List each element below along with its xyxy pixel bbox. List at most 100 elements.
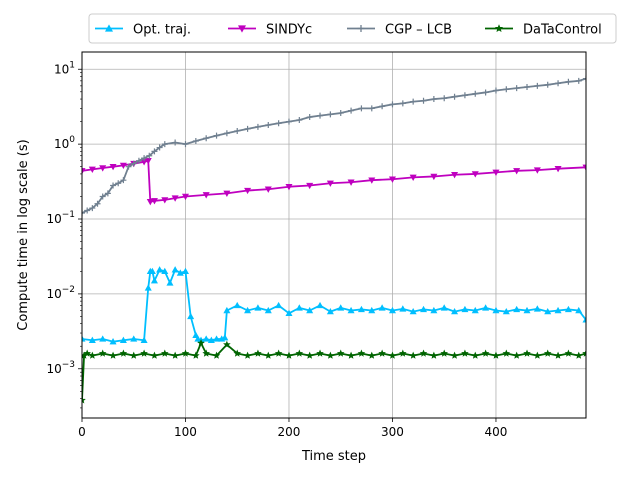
data-point <box>513 168 521 175</box>
data-point <box>197 339 205 347</box>
data-point <box>388 176 396 183</box>
data-point <box>481 349 490 357</box>
y-tick-exponent: −1 <box>62 210 75 220</box>
data-point <box>89 205 96 212</box>
y-tick-exponent: −3 <box>62 360 75 370</box>
data-point <box>161 197 169 204</box>
data-point <box>543 349 552 357</box>
data-point <box>409 174 417 181</box>
data-point <box>265 122 272 129</box>
y-axis-label: Compute time in log scale (s) <box>16 139 31 330</box>
data-point <box>243 351 252 359</box>
data-point <box>306 114 313 121</box>
data-point <box>141 155 148 162</box>
data-point <box>254 123 261 130</box>
data-point <box>82 396 86 404</box>
series-0 <box>82 266 586 345</box>
data-point <box>513 305 521 313</box>
data-point <box>326 351 335 359</box>
data-point <box>471 351 480 359</box>
data-point <box>233 301 241 309</box>
data-point <box>409 307 417 315</box>
data-point <box>305 351 314 359</box>
data-point <box>582 316 586 323</box>
data-point <box>213 335 221 342</box>
data-point <box>389 101 396 108</box>
data-point <box>202 335 210 342</box>
data-point <box>104 190 111 197</box>
data-point <box>583 75 586 82</box>
data-point <box>582 164 586 171</box>
data-point <box>264 351 273 359</box>
data-point <box>119 349 128 357</box>
data-point <box>144 284 152 291</box>
data-point <box>471 306 479 314</box>
legend-swatch-marker <box>237 25 247 33</box>
data-point <box>523 306 531 314</box>
y-tick-label: 10−3 <box>46 360 75 376</box>
data-point <box>254 304 262 311</box>
data-point <box>161 141 168 148</box>
data-point <box>144 158 152 165</box>
x-tick-label: 300 <box>381 425 404 439</box>
data-point <box>347 351 355 359</box>
data-point <box>109 351 117 359</box>
legend-entry: SINDYc <box>228 23 312 38</box>
legend-label: Opt. traj. <box>133 23 191 38</box>
data-point <box>99 193 106 200</box>
data-point <box>156 266 164 273</box>
data-point <box>502 307 510 315</box>
data-point <box>575 306 583 314</box>
series-3 <box>82 339 586 404</box>
data-point <box>327 111 334 118</box>
data-point <box>336 349 345 357</box>
data-point <box>99 165 107 172</box>
data-point <box>544 81 551 88</box>
data-point <box>88 336 96 343</box>
data-point <box>492 87 499 94</box>
data-point <box>166 279 174 286</box>
data-point <box>150 198 158 205</box>
data-point <box>430 351 438 359</box>
data-point <box>140 349 148 357</box>
data-point <box>119 162 127 170</box>
data-point <box>109 163 117 171</box>
data-point <box>575 77 582 84</box>
data-point <box>533 351 542 359</box>
data-point <box>234 127 241 134</box>
data-point <box>367 351 376 359</box>
data-point <box>88 351 97 359</box>
legend-entry: DaTaControl <box>485 23 602 38</box>
data-point <box>99 335 107 342</box>
data-point <box>156 144 163 151</box>
series-line <box>82 77 586 214</box>
data-point <box>119 336 127 343</box>
x-tick-label: 200 <box>278 425 301 439</box>
data-point <box>223 130 230 137</box>
data-point <box>233 349 242 357</box>
data-point <box>181 193 190 201</box>
data-point <box>148 267 156 275</box>
data-point <box>368 105 375 112</box>
data-point <box>410 98 417 105</box>
data-point <box>419 349 428 357</box>
data-point <box>502 349 511 357</box>
data-point <box>150 277 158 284</box>
data-point <box>440 349 449 357</box>
y-tick-label: 10−2 <box>46 285 75 301</box>
data-point <box>482 89 489 96</box>
data-point <box>326 180 334 187</box>
data-point <box>135 157 142 164</box>
data-point <box>564 349 573 357</box>
data-point <box>82 335 86 342</box>
data-point <box>533 167 541 174</box>
data-point <box>368 306 376 314</box>
data-point <box>264 306 272 314</box>
y-tick-base: 10 <box>54 137 69 151</box>
data-point <box>451 93 458 100</box>
data-point <box>471 171 479 178</box>
y-tick-exponent: −2 <box>62 285 75 295</box>
data-point <box>450 351 459 359</box>
data-point <box>440 304 448 311</box>
